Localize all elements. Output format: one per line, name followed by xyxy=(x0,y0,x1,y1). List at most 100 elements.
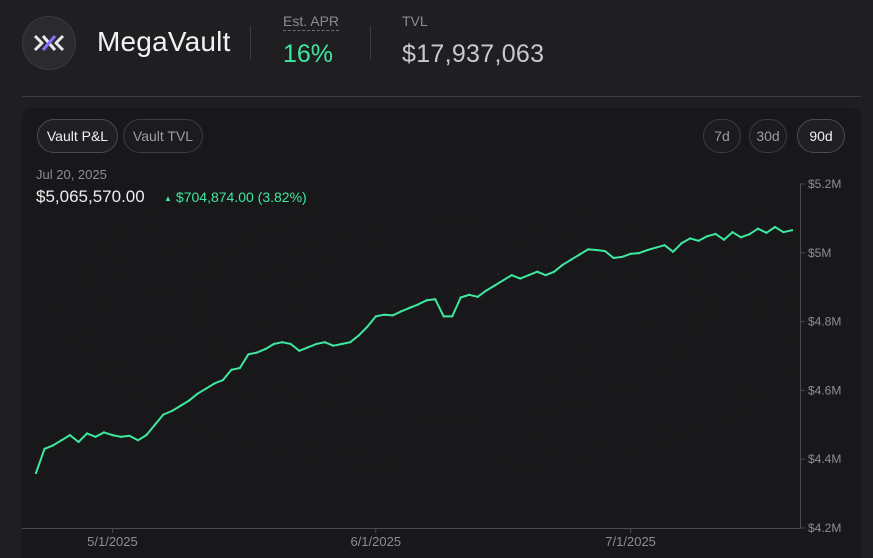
x-tick-label: 5/1/2025 xyxy=(87,534,138,549)
pnl-data-point xyxy=(544,274,547,277)
pnl-data-point xyxy=(688,237,692,240)
pnl-data-point xyxy=(60,439,63,442)
tvl-label: TVL xyxy=(402,13,428,29)
hover-date: Jul 20, 2025 xyxy=(36,167,107,182)
pnl-data-point xyxy=(230,368,233,371)
pnl-data-point xyxy=(493,284,496,287)
y-tick-label: $5M xyxy=(808,246,831,260)
pnl-data-point xyxy=(790,229,794,232)
pnl-data-point xyxy=(587,248,590,251)
pnl-data-point xyxy=(782,231,785,234)
pnl-data-point xyxy=(102,431,106,434)
pnl-data-point xyxy=(357,334,360,337)
pnl-data-point xyxy=(400,310,403,313)
pnl-data-point xyxy=(34,471,38,475)
megavault-logo-icon xyxy=(33,34,65,52)
range-7d-button[interactable]: 7d xyxy=(703,119,741,153)
tab-vault-tvl[interactable]: Vault TVL xyxy=(123,119,203,153)
vault-logo xyxy=(22,16,76,70)
pnl-data-point xyxy=(570,258,573,261)
pnl-data-point xyxy=(383,313,386,316)
pnl-data-point xyxy=(77,440,80,444)
pnl-data-point xyxy=(145,434,148,437)
pnl-data-point xyxy=(238,366,241,370)
pnl-data-point xyxy=(408,306,411,309)
up-triangle-icon: ▲ xyxy=(164,193,172,203)
pnl-data-point xyxy=(247,353,250,356)
pnl-data-point xyxy=(697,239,700,242)
pnl-series-line xyxy=(35,226,793,474)
pnl-data-point xyxy=(332,344,335,347)
dot-grid-background xyxy=(22,204,800,508)
pnl-data-point xyxy=(773,225,777,229)
pnl-data-point xyxy=(340,342,343,346)
pnl-data-point xyxy=(306,346,309,349)
pnl-data-point xyxy=(221,378,224,382)
pnl-data-point xyxy=(119,435,123,438)
pnl-data-point xyxy=(510,274,513,277)
tvl-value: $17,937,063 xyxy=(402,40,545,68)
y-tick-label: $4.4M xyxy=(808,452,841,466)
pnl-data-point xyxy=(289,342,292,346)
pnl-data-point xyxy=(646,248,649,252)
pnl-data-point xyxy=(153,423,157,426)
y-tick-label: $5.2M xyxy=(808,177,841,191)
pnl-data-point xyxy=(578,253,581,256)
pnl-data-point xyxy=(476,295,479,298)
pnl-data-point xyxy=(731,231,734,234)
pnl-data-point xyxy=(765,231,768,234)
pnl-data-point xyxy=(468,293,471,296)
pnl-data-point xyxy=(722,238,726,241)
pnl-data-point xyxy=(323,341,326,344)
range-30d-button[interactable]: 30d xyxy=(749,119,787,153)
pnl-data-point xyxy=(187,399,190,402)
pnl-data-point xyxy=(43,447,46,450)
pnl-data-point xyxy=(136,439,140,442)
pnl-data-point xyxy=(111,434,114,437)
pnl-data-point xyxy=(366,325,369,328)
pnl-data-point xyxy=(417,303,420,306)
x-tick-label: 6/1/2025 xyxy=(350,534,401,549)
vault-name: MegaVault xyxy=(97,26,231,57)
pnl-data-point xyxy=(536,270,539,273)
pnl-data-point xyxy=(621,255,624,259)
pnl-data-point xyxy=(705,235,709,238)
pnl-data-point xyxy=(519,277,522,280)
apr-value: 16% xyxy=(283,40,334,68)
pnl-data-point xyxy=(213,382,216,385)
pnl-data-point xyxy=(170,409,174,413)
pnl-data-point xyxy=(128,434,131,437)
pnl-data-point xyxy=(680,242,683,245)
y-tick-label: $4.2M xyxy=(808,521,841,535)
pnl-data-point xyxy=(255,351,258,354)
hover-change: ▲ $704,874.00 (3.82%) xyxy=(164,189,307,205)
pnl-data-point xyxy=(85,432,89,435)
pnl-data-point xyxy=(434,298,437,301)
hover-value: $5,065,570.00 xyxy=(36,187,145,206)
range-90d-button[interactable]: 90d xyxy=(797,119,845,153)
pnl-data-point xyxy=(315,342,318,346)
header-separator xyxy=(250,26,251,60)
pnl-data-point xyxy=(374,315,377,318)
pnl-data-point xyxy=(527,274,530,277)
pnl-data-point xyxy=(281,341,284,344)
pnl-data-point xyxy=(739,236,743,239)
pnl-data-point xyxy=(663,244,666,247)
pnl-data-point xyxy=(638,252,641,255)
header-divider xyxy=(22,96,861,97)
pnl-data-point xyxy=(196,392,199,395)
pnl-data-point xyxy=(748,233,751,236)
x-tick-label: 7/1/2025 xyxy=(605,534,656,549)
pnl-data-point xyxy=(629,252,632,255)
tab-vault-pnl[interactable]: Vault P&L xyxy=(37,119,118,153)
pnl-data-point xyxy=(451,315,454,318)
y-tick-label: $4.8M xyxy=(808,315,841,329)
pnl-data-point xyxy=(272,342,275,346)
pnl-data-point xyxy=(612,256,615,260)
apr-label[interactable]: Est. APR xyxy=(283,13,340,31)
vault-header: MegaVault Est. APR 16% TVL $17,937,063 xyxy=(0,0,873,96)
pnl-data-point xyxy=(425,299,428,302)
hover-change-text: $704,874.00 (3.82%) xyxy=(175,189,307,205)
pnl-data-point xyxy=(298,349,301,352)
